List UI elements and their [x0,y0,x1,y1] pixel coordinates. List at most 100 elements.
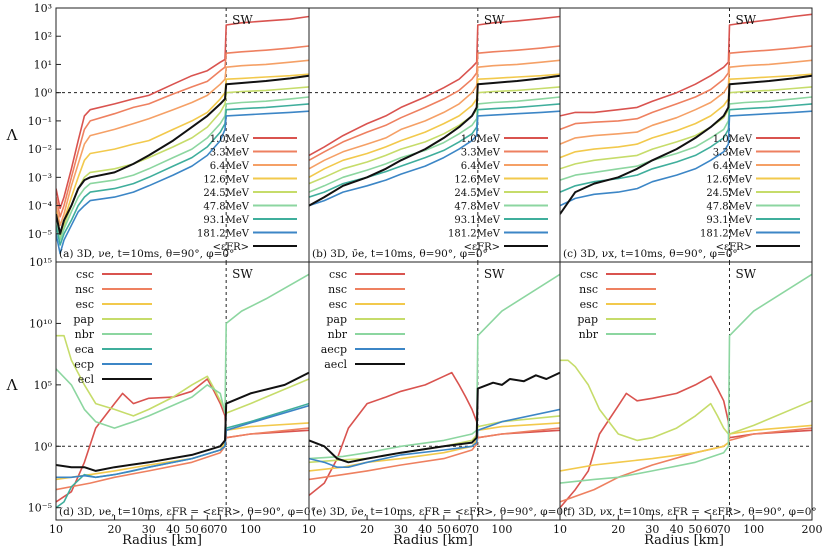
legend-label: ecl [78,373,95,386]
x-tick-label: 40 [166,523,180,536]
y-tick-label: 10⁻³ [28,171,52,184]
series-group [56,273,309,509]
series-line-24.5MeV [309,86,560,185]
series-line-6.4MeV [56,59,309,227]
legend-label: <εFR> [464,242,500,253]
x-tick-label: 100 [743,523,764,536]
legend-label: csc [329,268,347,281]
legend-label: esc [580,298,598,311]
series-group [560,273,812,509]
x-tick-label: 70 [717,523,731,536]
x-tick-label: 10 [49,523,63,536]
legend-label: 47.8MeV [706,202,752,213]
x-tick-label: 70 [213,523,227,536]
y-tick-label: 10² [34,30,52,43]
x-tick-label: 200 [802,523,823,536]
series-line-csc [309,371,560,497]
y-axis-label-top: Λ [6,126,18,144]
x-tick-label: 50 [437,523,451,536]
legend-label: esc [76,298,94,311]
x-tick-label: 20 [360,523,374,536]
x-tick-label: 10 [302,523,316,536]
series-line-esc [560,424,812,472]
series-line-nbr [309,273,560,460]
legend: csc nsc esc pap nbr aecp aecl [321,268,405,371]
series-line-csc [56,378,309,503]
shock-label: SW [232,267,253,281]
x-axis-label-e: Radius [km] [393,533,473,548]
panel-d: 10⁻⁵ 10⁰ 10⁵ 10¹⁰ 10¹⁵ 10 20 30 40 50 60 70 100 SW csc… [28,256,316,536]
series-line-93.1MeV [56,103,309,246]
x-tick-label: 40 [670,523,684,536]
legend-label: 6.4MeV [713,161,753,172]
legend-label: 47.8MeV [454,202,500,213]
x-tick-label: 10 [553,523,567,536]
series-line-FR [56,74,309,235]
series-line-pap [309,415,560,464]
series-line-FR [560,74,812,215]
series-line-12.6MeV [56,73,309,235]
legend: 1.0MeV 3.3MeV 6.4MeV 12.6MeV 24.5MeV 47.8MeV 9… [448,134,548,253]
legend-label: aecp [321,343,347,356]
panel-frame [308,7,561,263]
series-group [560,13,812,215]
series-line-ecl [56,371,309,472]
legend-label: <εFR> [213,242,249,253]
x-tick-label: 40 [418,523,432,536]
series-line-FR [309,74,560,207]
series-line-3.3MeV [309,45,560,161]
series-line-1.0MeV [56,15,309,210]
panel-caption: (c) 3D, νx, t=10ms, θ=90°, φ=0° [563,248,738,260]
panel-frame [559,261,813,521]
legend-label: aecl [324,358,347,371]
legend: 1.0MeV 3.3MeV 6.4MeV 12.6MeV 24.5MeV 47.8MeV 9… [197,134,297,253]
legend-label: nbr [579,328,599,341]
legend-label: nbr [328,328,348,341]
legend-label: nsc [328,283,347,296]
series-line-6.4MeV [309,59,560,170]
shock-label: SW [484,267,505,281]
x-tick-label: 100 [491,523,512,536]
legend-label: 181.2MeV [448,229,501,240]
panel-caption: (f) 3D, νx, t=10ms, εFR = <εFR>, θ=90°, … [563,506,817,518]
panel-a: 10⁻⁵ 10⁻⁴ 10⁻³ 10⁻² 10⁻¹ 10⁰ 10¹ 10² 10³ SW 1.0MeV… [28,2,310,263]
legend-label: 3.3MeV [461,148,501,159]
shock-label: SW [232,13,253,27]
legend-label: pap [73,313,94,326]
legend-label: pap [577,313,598,326]
legend-label: nsc [75,283,94,296]
series-line-47.8MeV [56,96,309,241]
legend: csc nsc esc pap nbr [577,268,656,341]
series-line-47.8MeV [560,96,812,181]
panel-c: SW 1.0MeV 3.3MeV 6.4MeV 12.6MeV 24.5MeV 47.8Me… [559,7,813,263]
shock-label: SW [484,13,505,27]
series-line-nbr [560,273,812,484]
series-line-12.6MeV [309,73,560,178]
legend-label: esc [329,298,347,311]
legend-label: 181.2MeV [197,229,250,240]
legend-label: 1.0MeV [713,134,753,145]
y-tick-label: 10¹⁵ [29,256,52,269]
legend-label: 181.2MeV [700,229,753,240]
legend-label: eca [75,343,95,356]
series-line-1.0MeV [309,15,560,157]
legend-label: ecp [74,358,94,371]
x-tick-label: 30 [142,523,156,536]
series-line-181.2MeV [560,110,812,207]
panel-caption: (a) 3D, νe, t=10ms, θ=90°, φ=0° [59,248,234,260]
y-tick-label: 10⁰ [34,440,53,453]
series-line-ecp [56,404,309,479]
legend-label: 12.6MeV [706,175,752,186]
y-tick-label: 10⁰ [34,87,53,100]
x-tick-label: 60 [704,523,718,536]
y-tick-label: 10¹⁰ [29,317,52,330]
x-axis-label-f: Radius [km] [644,533,724,548]
legend-label: 6.4MeV [461,161,501,172]
x-tick-label: 30 [394,523,408,536]
legend-label: 12.6MeV [454,175,500,186]
legend-label: 1.0MeV [461,134,501,145]
x-tick-label: 30 [645,523,659,536]
y-tick-label: 10¹ [34,58,52,71]
